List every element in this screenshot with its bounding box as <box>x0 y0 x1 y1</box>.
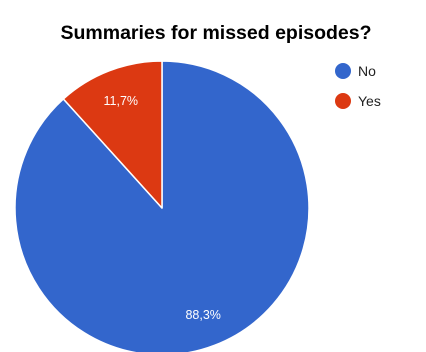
pie-slice-yes <box>62 60 163 209</box>
legend-label-yes: Yes <box>358 93 381 109</box>
chart-title: Summaries for missed episodes? <box>60 22 371 44</box>
legend-label-no: No <box>358 63 376 79</box>
pie-slice-labels: 88,3% 11,7% <box>104 94 221 322</box>
legend-swatch-no <box>335 63 351 79</box>
legend-swatch-yes <box>335 93 351 109</box>
pie-slices <box>14 60 310 352</box>
data-label-no: 88,3% <box>185 308 220 322</box>
legend: No Yes <box>335 63 381 109</box>
data-label-yes: 11,7% <box>104 94 139 108</box>
